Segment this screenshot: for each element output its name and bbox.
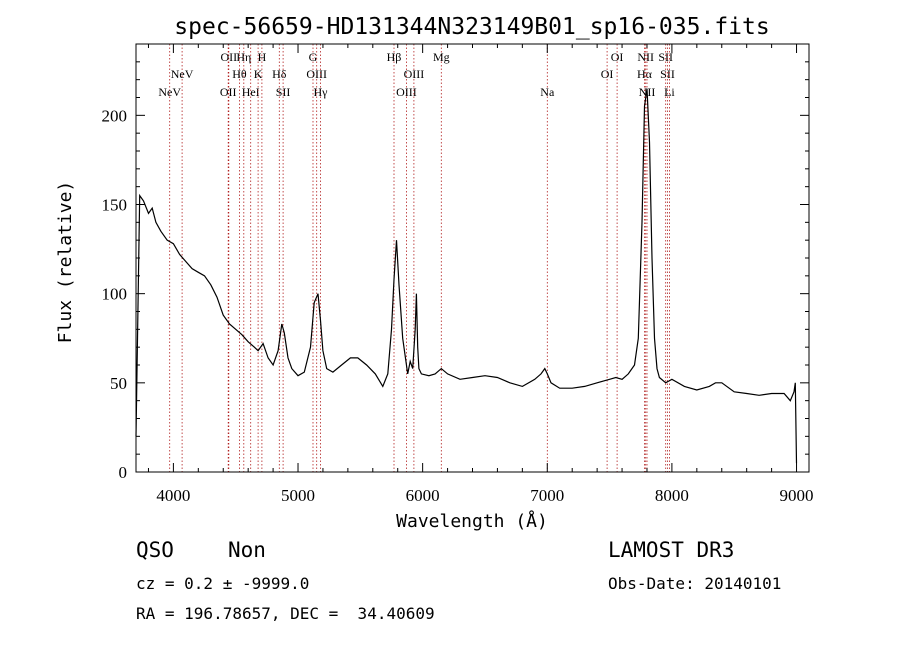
chart-title: spec-56659-HD131344N323149B01_sp16-035.f… bbox=[174, 14, 769, 40]
line-marker-label: Hθ bbox=[232, 67, 247, 81]
line-marker-label: OI bbox=[601, 67, 614, 81]
y-tick-label: 150 bbox=[102, 196, 128, 215]
y-tick-label: 0 bbox=[119, 463, 128, 482]
line-marker-label: HeI bbox=[242, 85, 260, 99]
line-marker-label: Mg bbox=[433, 50, 450, 64]
line-marker-label: OIII bbox=[306, 67, 327, 81]
line-marker-label: NeV bbox=[171, 67, 194, 81]
line-marker-label: SII bbox=[660, 67, 675, 81]
x-tick-label: 5000 bbox=[281, 486, 315, 505]
y-tick-label: 100 bbox=[102, 285, 128, 304]
line-marker-label: NII bbox=[637, 50, 654, 64]
line-marker-label: OIII bbox=[404, 67, 425, 81]
line-marker-label: Hη bbox=[236, 50, 251, 64]
spectrum-chart: spec-56659-HD131344N323149B01_sp16-035.f… bbox=[55, 14, 814, 532]
line-marker-label: NeV bbox=[158, 85, 181, 99]
line-marker-label: Hβ bbox=[387, 50, 402, 64]
line-marker-label: H bbox=[258, 50, 267, 64]
redshift-line: cz = 0.2 ± -9999.0 bbox=[136, 574, 310, 593]
line-marker-label: Hδ bbox=[272, 67, 287, 81]
y-axis-ticks: 0 50 100 150 200 bbox=[102, 61, 809, 482]
y-tick-label: 200 bbox=[102, 106, 128, 125]
x-axis-label: Wavelength (Å) bbox=[396, 510, 548, 532]
x-tick-label: 6000 bbox=[406, 486, 440, 505]
coordinates-line: RA = 196.78657, DEC = 34.40609 bbox=[136, 604, 435, 623]
y-axis-label: Flux (relative) bbox=[55, 181, 76, 344]
emission-line-markers: NeVNeVOIIOIIHθHηHeIKHHδSIIGOIIIHγHβOIIIO… bbox=[158, 44, 675, 472]
line-marker-label: K bbox=[254, 67, 263, 81]
obs-date-line: Obs-Date: 20140101 bbox=[608, 574, 782, 593]
y-tick-label: 50 bbox=[110, 374, 127, 393]
line-marker-label: G bbox=[309, 50, 318, 64]
line-marker-label: SII bbox=[276, 85, 291, 99]
line-marker-label: Hα bbox=[637, 67, 653, 81]
line-marker-label: Hγ bbox=[314, 85, 329, 99]
line-marker-label: OII bbox=[220, 85, 237, 99]
subclass-label: Non bbox=[228, 538, 266, 562]
line-marker-label: Li bbox=[664, 85, 675, 99]
x-tick-label: 8000 bbox=[655, 486, 689, 505]
x-tick-label: 4000 bbox=[156, 486, 190, 505]
x-axis-ticks: 4000 5000 6000 7000 8000 9000 bbox=[147, 44, 814, 505]
spectrum-line bbox=[135, 88, 798, 464]
x-tick-label: 9000 bbox=[780, 486, 814, 505]
line-marker-label: Na bbox=[540, 85, 555, 99]
line-marker-label: OI bbox=[611, 50, 624, 64]
plot-frame bbox=[135, 43, 810, 473]
line-marker-label: SII bbox=[658, 50, 673, 64]
x-tick-label: 7000 bbox=[530, 486, 564, 505]
line-marker-label: OII bbox=[220, 50, 237, 64]
survey-label: LAMOST DR3 bbox=[608, 538, 735, 562]
class-label: QSO bbox=[136, 538, 174, 562]
line-marker-label: OIII bbox=[396, 85, 417, 99]
